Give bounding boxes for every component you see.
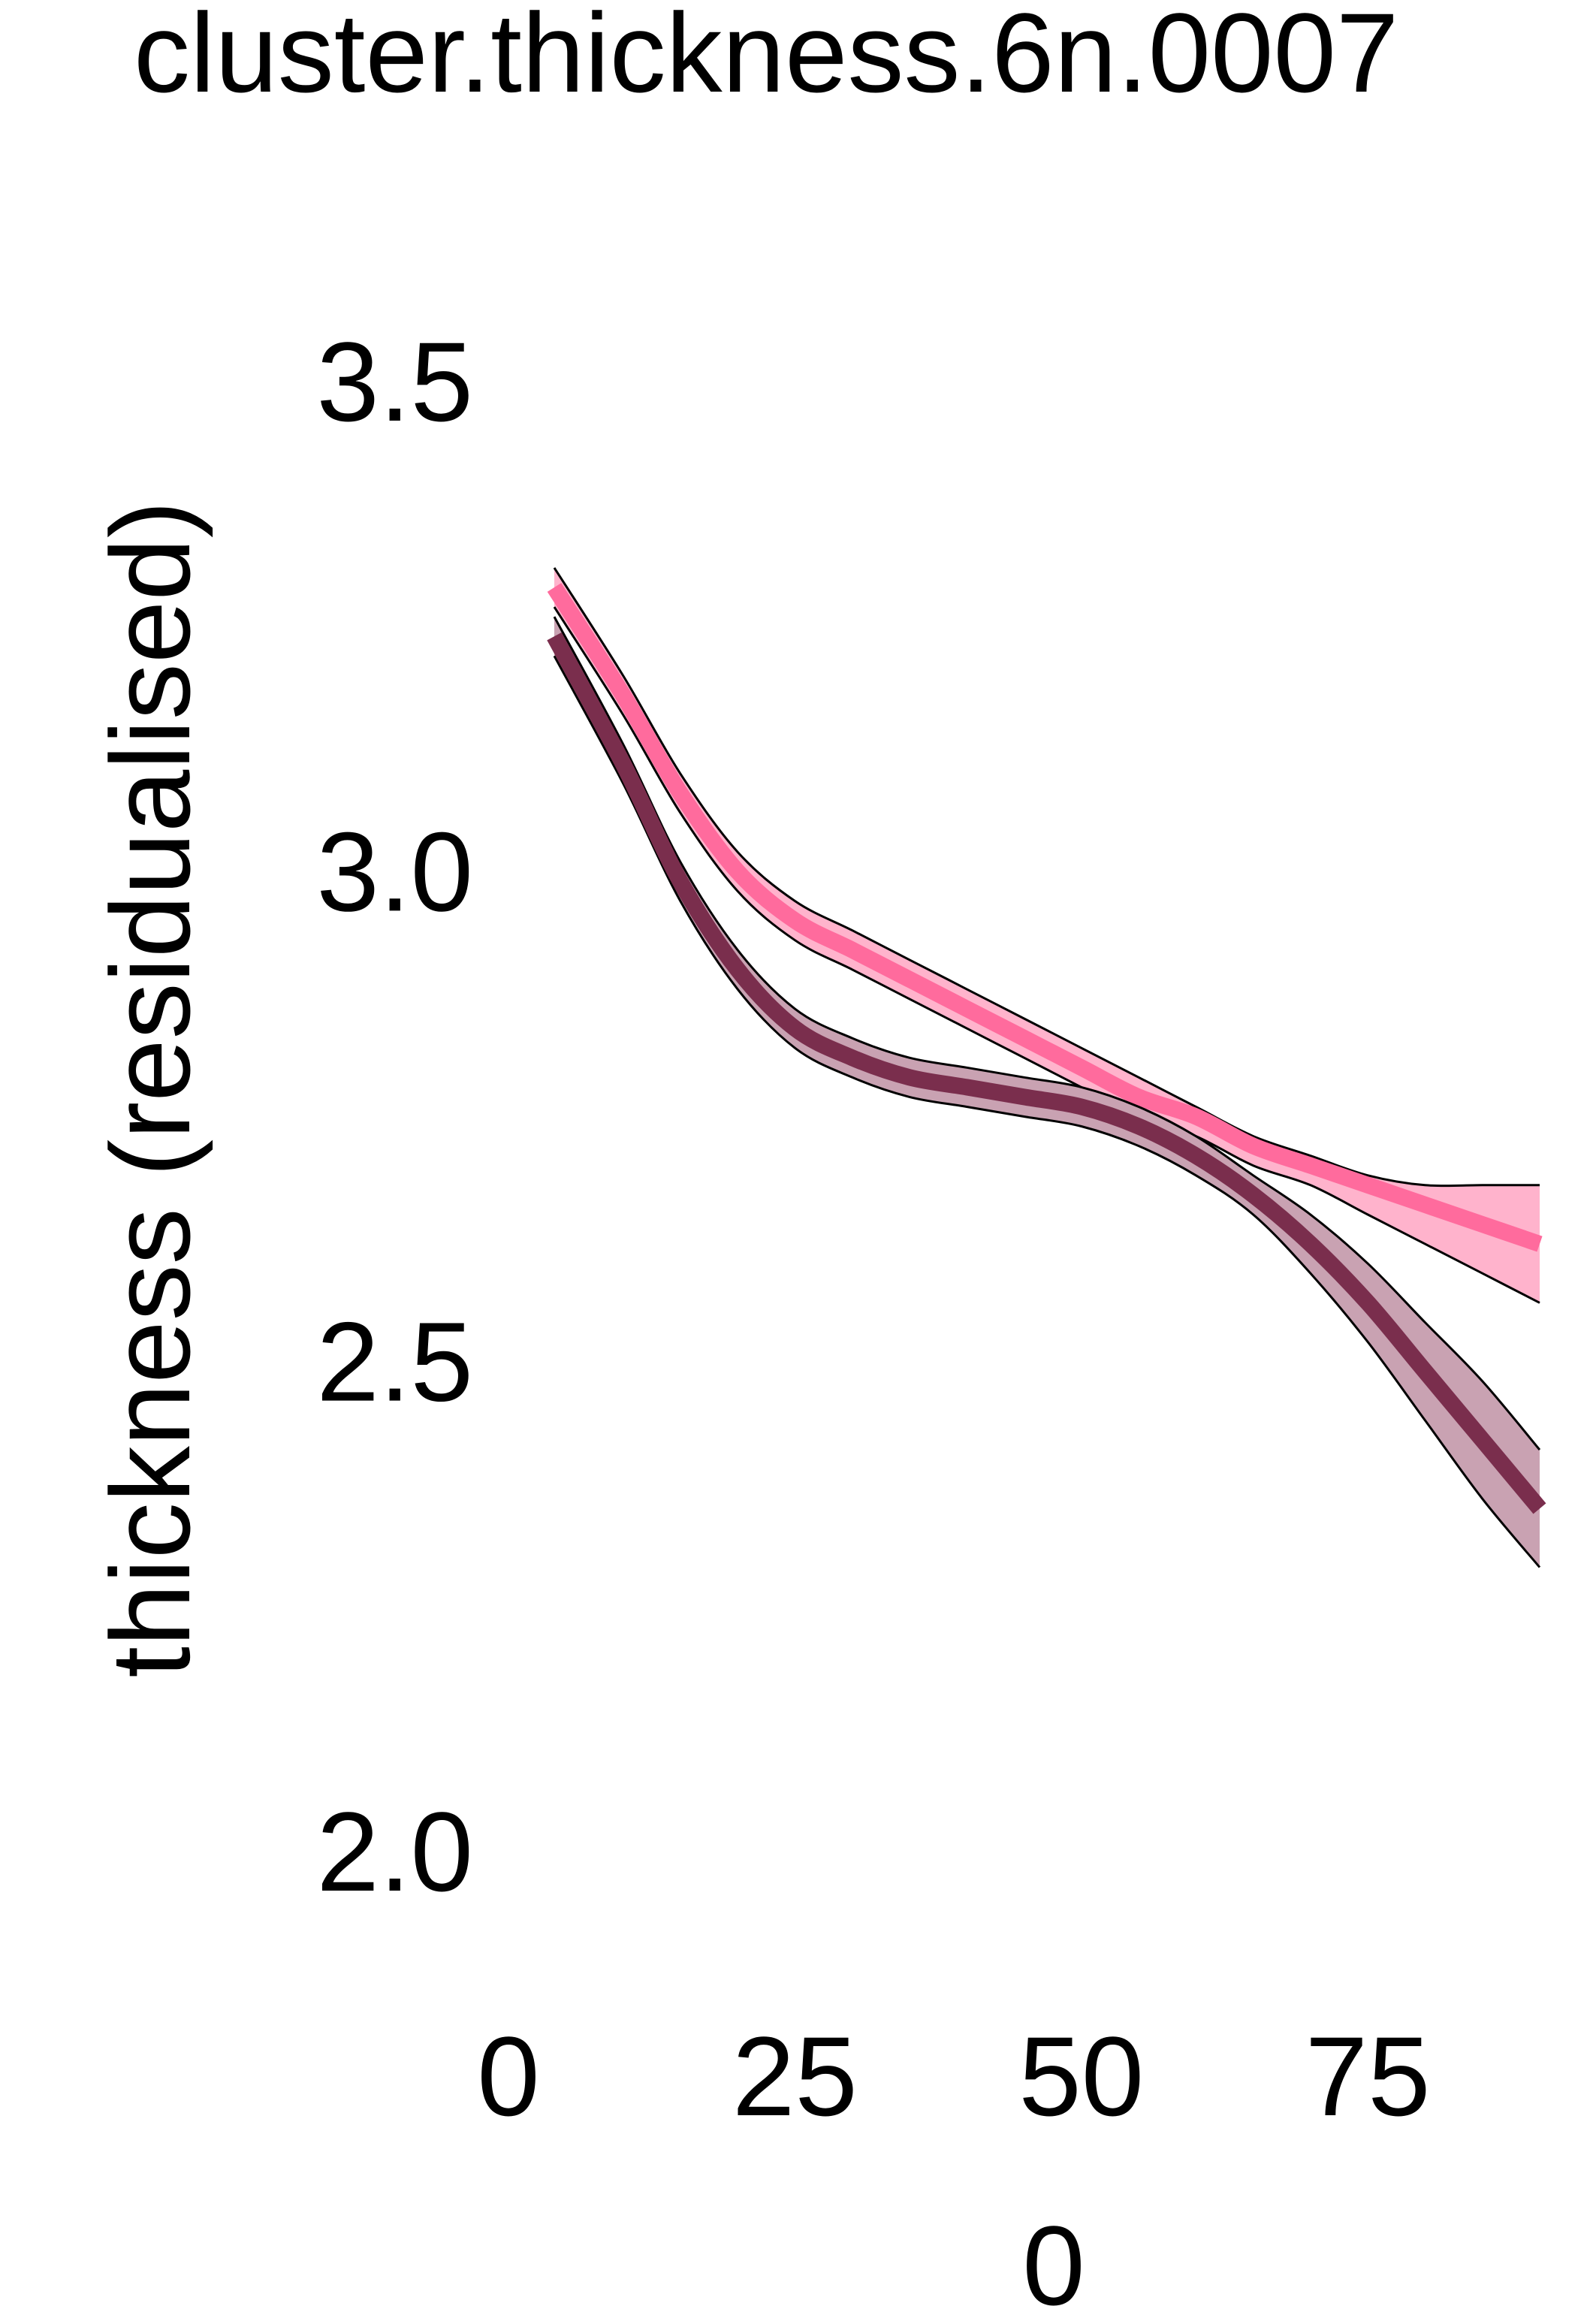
y-tick-label: 2.5 xyxy=(316,1299,473,1425)
series-2-lower-bound xyxy=(553,655,1541,1568)
series-2-ci-band xyxy=(554,617,1540,1568)
series-2-line xyxy=(547,632,1546,1514)
series-1-line xyxy=(547,583,1543,1252)
series-1-lower-bound xyxy=(553,606,1540,1304)
x-tick-label: 25 xyxy=(732,2013,858,2139)
y-tick-label: 3.0 xyxy=(316,808,473,934)
x-tick-label: 50 xyxy=(1018,2013,1144,2139)
y-tick-label: 2.0 xyxy=(316,1788,473,1915)
plot-area xyxy=(547,567,1546,1568)
x-tick-label: 0 xyxy=(477,2013,539,2139)
y-axis-ticks: 3.5 3.0 2.5 2.0 xyxy=(316,318,473,1915)
x-tick-label: 75 xyxy=(1305,2013,1431,2139)
chart-title: cluster.thickness.6n.0007 xyxy=(134,0,1398,116)
y-tick-label: 3.5 xyxy=(316,318,473,445)
series-2-upper-bound xyxy=(553,616,1541,1451)
x-axis-ticks: 0 25 50 75 xyxy=(477,2013,1430,2139)
y-axis-label: thickness (residualised) xyxy=(87,500,213,1677)
series-1-ci-band xyxy=(554,567,1540,1303)
x-axis-label: 0 xyxy=(1022,2202,1085,2306)
series-1-upper-bound xyxy=(553,567,1540,1188)
